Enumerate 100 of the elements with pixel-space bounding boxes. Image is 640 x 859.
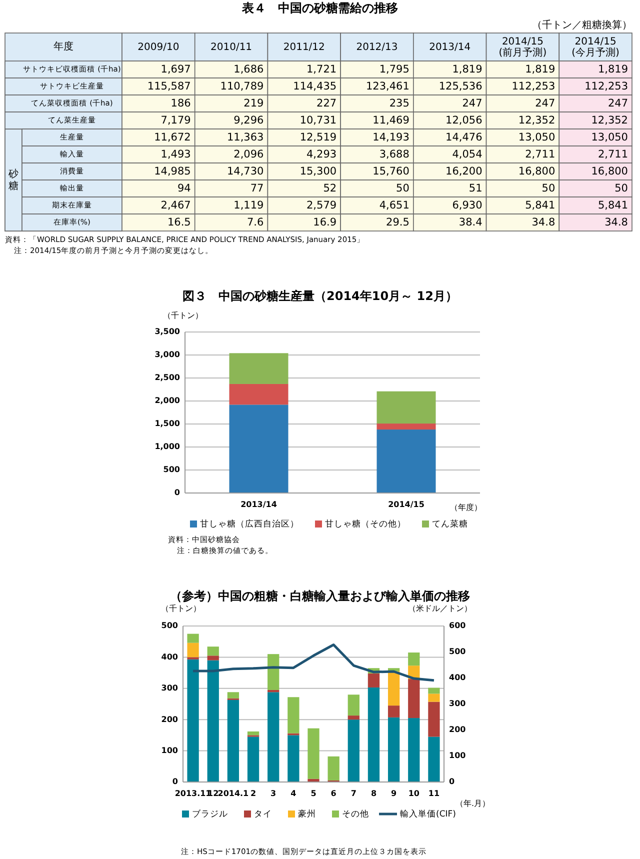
data-label: 2,711 [598, 148, 628, 160]
data-label: 1,697 [160, 63, 191, 76]
data-label: 4,651 [379, 199, 410, 212]
data-label: 14,985 [154, 165, 191, 178]
bar [376, 391, 436, 424]
x-tick-label: 2013/14 [240, 500, 278, 509]
bar [408, 679, 420, 718]
bar [288, 697, 300, 734]
data-label: 7.6 [247, 216, 264, 228]
x-tick-label: 3 [270, 789, 276, 798]
y-axis-title: 砂糖 [8, 168, 18, 192]
data-label: 235 [389, 97, 410, 110]
data-label: 186 [170, 97, 192, 110]
data-label: 12,056 [446, 114, 483, 126]
legend-label: ブラジル [192, 808, 228, 820]
y2-tick-label: 100 [449, 751, 466, 760]
bar [247, 736, 260, 782]
data-label: 16,800 [591, 165, 628, 178]
data-label: 1,686 [234, 63, 264, 76]
data-label: 13,050 [591, 131, 628, 144]
y-tick-label: 2,500 [154, 373, 180, 382]
data-label: 2,711 [525, 148, 556, 160]
bar [229, 353, 288, 384]
y2-tick-label: 200 [449, 725, 466, 734]
y-axis-title: （千トン） [161, 604, 201, 613]
chart-title: （参考）中国の粗糖・白糖輸入量および輸入単価の推移 [170, 589, 470, 603]
y-tick-label: 300 [161, 684, 178, 693]
bar [408, 652, 420, 666]
data-label: 16.9 [313, 216, 337, 228]
data-label: 1,819 [598, 63, 628, 76]
data-label: 219 [244, 97, 264, 110]
x-tick-label: 2014/15 (今月予測) [572, 36, 620, 58]
data-label: 11,672 [154, 131, 191, 144]
bar [207, 656, 219, 660]
data-label: 12,519 [300, 131, 337, 144]
data-label: 114,435 [293, 80, 337, 92]
data-label: 50 [396, 182, 410, 194]
data-label: 16,200 [446, 165, 482, 178]
x-tick-label: 2010/11 [210, 42, 252, 53]
bar [288, 735, 300, 782]
data-label: 2,096 [234, 148, 264, 160]
x-tick-label: 8 [370, 789, 377, 798]
data-label: 247 [462, 97, 482, 110]
data-label: 247 [608, 97, 628, 110]
bar [207, 646, 219, 656]
y-tick-label: 0 [174, 488, 180, 498]
x-axis-title: 年度 [54, 40, 74, 53]
data-label: 11,469 [372, 114, 410, 126]
bar [229, 404, 288, 493]
bar [187, 642, 199, 658]
bar [227, 692, 240, 698]
x-tick-label: 9 [391, 789, 398, 798]
data-label: 51 [468, 182, 482, 194]
legend-label: 豪州 [298, 808, 316, 820]
y-tick-label: 3,000 [154, 350, 180, 360]
x-tick-label: 2014/15 (前月予測) [498, 36, 547, 58]
data-label: 34.8 [532, 216, 556, 228]
data-label: 29.5 [386, 216, 410, 228]
data-label: 1,721 [306, 63, 337, 76]
legend-label: タイ [254, 809, 272, 820]
data-label: 2,467 [160, 199, 191, 212]
line-series [192, 643, 436, 682]
data-label: 12,352 [518, 114, 556, 126]
legend-label: 甘しゃ糖（広西自治区） [200, 518, 299, 530]
data-label: 4,293 [306, 148, 337, 160]
data-label: 7,179 [160, 114, 191, 126]
bar [368, 687, 380, 782]
data-label: 115,587 [147, 80, 191, 92]
bar [428, 702, 440, 737]
data-label: 16.5 [167, 216, 191, 228]
bar [368, 673, 380, 688]
bar [328, 756, 340, 780]
bar [428, 688, 440, 694]
data-label: 112,253 [584, 80, 628, 92]
x-tick-label: 2014.1 [218, 789, 250, 798]
y-tick-label: 500 [161, 621, 178, 630]
bar [308, 728, 320, 779]
bar [376, 430, 436, 493]
bar [388, 717, 400, 782]
chart-subtitle: （千トン／粗糖換算） [532, 19, 632, 31]
data-label: 13,050 [518, 131, 556, 144]
bar [207, 660, 219, 782]
bar [268, 690, 280, 692]
data-label: 2,579 [306, 199, 337, 212]
bar [388, 706, 400, 718]
legend-label: その他 [342, 808, 369, 820]
legend-label: てん菜糖 [432, 518, 468, 530]
y-tick-label: 1,000 [154, 442, 180, 452]
data-label: 14,476 [446, 131, 483, 144]
y-tick-label: 500 [163, 465, 180, 474]
y2-tick-label: 500 [449, 647, 466, 656]
data-label: 15,300 [300, 165, 337, 178]
data-label: 123,461 [366, 80, 410, 92]
data-label: 6,930 [452, 199, 482, 212]
legend-label: 輸入単価(CIF) [400, 808, 456, 820]
bar [388, 671, 400, 706]
data-label: 227 [316, 97, 337, 110]
chart-title: 表４ 中国の砂糖需給の推移 [241, 1, 398, 15]
y-tick-label: 1,500 [154, 419, 180, 428]
y2-tick-label: 0 [449, 777, 455, 786]
